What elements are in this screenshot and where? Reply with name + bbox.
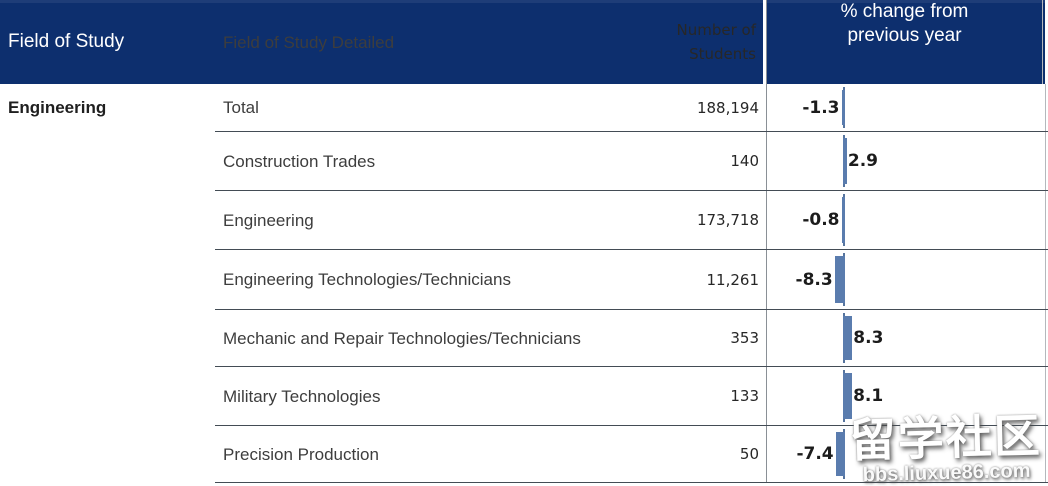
header-number-of-students: Number of Students bbox=[676, 21, 756, 63]
students-count-cell: 50 bbox=[739, 445, 759, 463]
pct-change-cell: 2.9 bbox=[766, 132, 1046, 190]
table-row: Military Technologies 133 8.1 bbox=[215, 367, 1048, 426]
pct-change-bar bbox=[843, 316, 853, 360]
students-count-cell: 353 bbox=[730, 329, 759, 347]
field-detailed-cell: Mechanic and Repair Technologies/Technic… bbox=[223, 328, 581, 348]
pct-change-value: -7.4 bbox=[796, 444, 834, 464]
table-row: Precision Production 50 -7.4 bbox=[215, 426, 1048, 483]
field-detailed-cell: Total bbox=[223, 98, 259, 117]
pct-change-value: 8.3 bbox=[853, 328, 884, 348]
pct-change-cell: -7.4 bbox=[766, 426, 1046, 482]
pct-change-value: -1.3 bbox=[802, 97, 840, 118]
table-row: Engineering 173,718 -0.8 bbox=[215, 191, 1048, 250]
table-body: Engineering Total 188,194 -1.3 Construct… bbox=[0, 84, 1048, 483]
pct-change-cell: 8.3 bbox=[766, 310, 1046, 366]
field-detailed-cell: Military Technologies bbox=[223, 386, 381, 406]
header-column-divider bbox=[763, 0, 766, 84]
field-detailed-cell: Precision Production bbox=[223, 444, 379, 464]
pct-change-cell: -0.8 bbox=[766, 191, 1046, 249]
students-count-cell: 11,261 bbox=[706, 270, 760, 289]
pct-change-value: 2.9 bbox=[847, 151, 879, 171]
pct-change-bar bbox=[843, 138, 847, 184]
table-header-row: Field of Study Field of Study Detailed N… bbox=[0, 0, 1045, 84]
header-field-of-study-detailed: Field of Study Detailed bbox=[223, 32, 395, 52]
pct-change-value: 8.1 bbox=[853, 386, 884, 406]
table-row: Engineering Technologies/Technicians 11,… bbox=[215, 250, 1048, 310]
pct-change-bar bbox=[841, 90, 845, 125]
header-pct-change: % change from previous year bbox=[766, 0, 1043, 84]
students-count-cell: 173,718 bbox=[696, 211, 759, 229]
field-detailed-cell: Construction Trades bbox=[223, 151, 376, 171]
pct-change-bar bbox=[835, 432, 845, 476]
students-count-cell: 140 bbox=[730, 152, 759, 170]
pct-change-value: -0.8 bbox=[802, 210, 840, 230]
students-count-cell: 133 bbox=[730, 387, 759, 405]
table-rows: Total 188,194 -1.3 Construction Trades 1… bbox=[215, 84, 1048, 483]
table-row: Total 188,194 -1.3 bbox=[215, 84, 1048, 132]
pct-change-cell: -1.3 bbox=[766, 84, 1046, 131]
table-row: Mechanic and Repair Technologies/Technic… bbox=[215, 310, 1048, 367]
field-of-study-cell: Engineering bbox=[8, 98, 107, 117]
pct-change-bar bbox=[834, 256, 845, 303]
students-count-cell: 188,194 bbox=[696, 98, 759, 117]
pct-change-cell: -8.3 bbox=[766, 250, 1046, 309]
table-row: Construction Trades 140 2.9 bbox=[215, 132, 1048, 191]
field-detailed-cell: Engineering Technologies/Technicians bbox=[223, 270, 511, 289]
pct-change-value: -8.3 bbox=[795, 269, 833, 290]
header-field-of-study: Field of Study bbox=[8, 31, 125, 52]
pct-change-cell: 8.1 bbox=[766, 367, 1046, 425]
pct-change-bar bbox=[843, 373, 853, 419]
pct-change-bar bbox=[841, 197, 845, 243]
field-detailed-cell: Engineering bbox=[223, 210, 314, 230]
